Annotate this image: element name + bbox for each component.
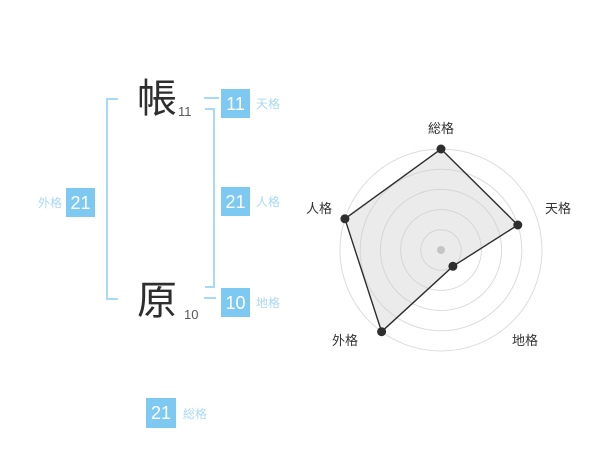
- radar-grid-ring: [400, 209, 482, 291]
- gaikaku-value-badge: 21: [66, 188, 95, 217]
- chikaku-label: 地格: [256, 296, 281, 310]
- radar-grid-ring: [379, 188, 503, 312]
- radar-data-point: [340, 214, 350, 224]
- radar-axis-label: 地格: [512, 333, 538, 348]
- radar-axis-label: 天格: [545, 201, 571, 216]
- gaikaku-label: 外格: [38, 196, 63, 210]
- radar-axis-label: 総格: [428, 121, 454, 136]
- radar-data-point: [513, 220, 523, 230]
- radar-data-point: [448, 261, 458, 271]
- radar-data-polygon: [344, 148, 519, 333]
- radar-grid-ring: [359, 168, 523, 332]
- name-char-1: 帳: [137, 77, 177, 121]
- soukaku-label: 総格: [183, 407, 208, 421]
- jinkaku-label: 人格: [256, 195, 281, 209]
- tenkaku-label: 天格: [256, 97, 281, 111]
- name-char-1-stroke-count: 11: [178, 104, 192, 119]
- name-char-2: 原: [137, 279, 177, 323]
- radar-data-point: [436, 144, 446, 154]
- radar-data-point: [377, 327, 387, 337]
- chikaku-value-badge: 10: [221, 288, 250, 317]
- inner-bracket: [205, 108, 215, 288]
- name-char-2-stroke-count: 10: [184, 307, 199, 322]
- soukaku-value-badge: 21: [146, 398, 176, 428]
- tenkaku-value-badge: 11: [221, 89, 250, 118]
- radar-center-dot: [437, 246, 445, 254]
- radar-axis-label: 人格: [306, 201, 332, 216]
- outer-bracket: [106, 98, 118, 300]
- radar-grid-ring: [420, 229, 462, 271]
- jinkaku-value-badge: 21: [221, 187, 250, 216]
- radar-axis-label: 外格: [332, 333, 358, 348]
